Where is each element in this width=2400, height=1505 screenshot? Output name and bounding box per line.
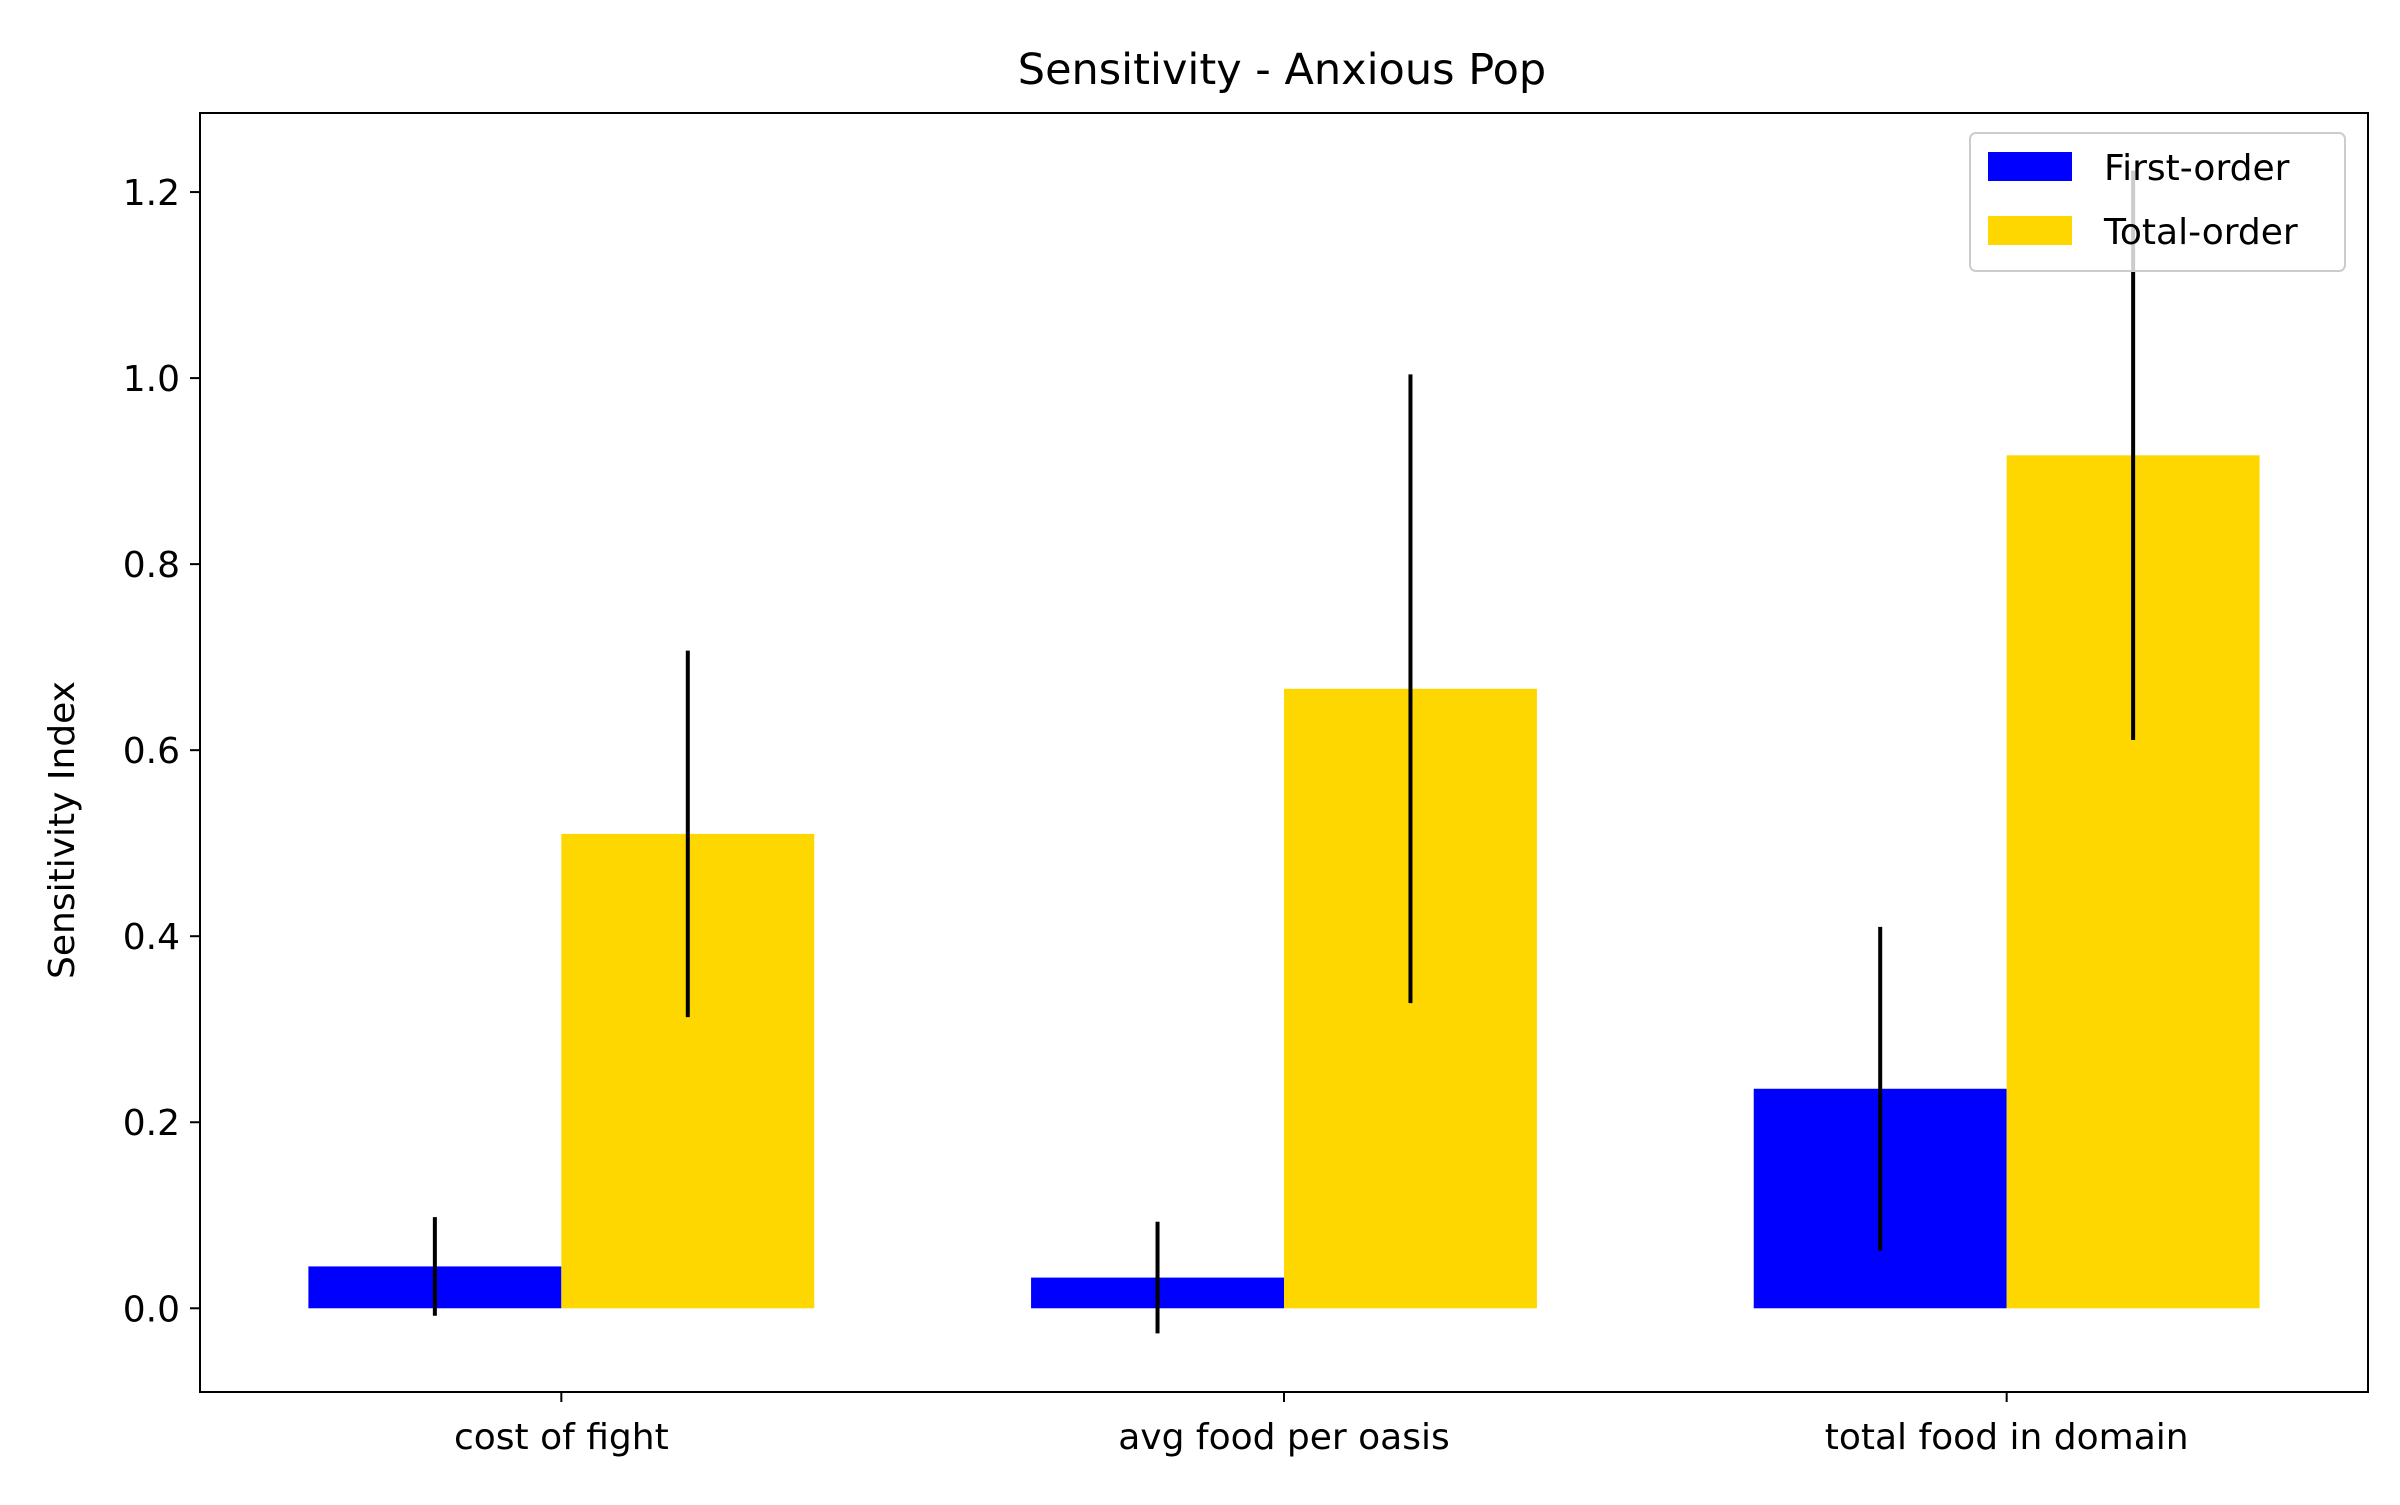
x-tick-label-avg-food-per-oasis: avg food per oasis — [1118, 1417, 1450, 1458]
y-tick-label-6: 1.2 — [123, 173, 180, 214]
legend-label-first-order: First-order — [2104, 148, 2290, 189]
y-tick-label-1: 0.2 — [123, 1103, 180, 1144]
legend-swatch-first-order — [1988, 152, 2072, 181]
y-tick-label-0: 0.0 — [123, 1289, 180, 1330]
y-axis-label: Sensitivity Index — [42, 681, 83, 979]
y-tick-label-4: 0.8 — [123, 545, 180, 586]
y-tick-label-2: 0.4 — [123, 917, 180, 958]
chart-title: Sensitivity - Anxious Pop — [1018, 45, 1546, 95]
legend-label-total-order: Total-order — [2103, 212, 2298, 253]
y-tick-label-3: 0.6 — [123, 731, 180, 772]
plot-frame — [199, 112, 2369, 1393]
x-tick-label-total-food-in-domain: total food in domain — [1825, 1417, 2189, 1458]
x-tick-label-cost-of-fight: cost of fight — [454, 1417, 669, 1458]
plot-area: 0.0 0.2 0.4 0.6 0.8 1.0 1.2 cost of fight avg fo… — [123, 112, 2369, 1458]
legend-swatch-total-order — [1988, 216, 2072, 245]
legend: First-order Total-order — [1969, 132, 2346, 272]
y-tick-label-5: 1.0 — [123, 359, 180, 400]
